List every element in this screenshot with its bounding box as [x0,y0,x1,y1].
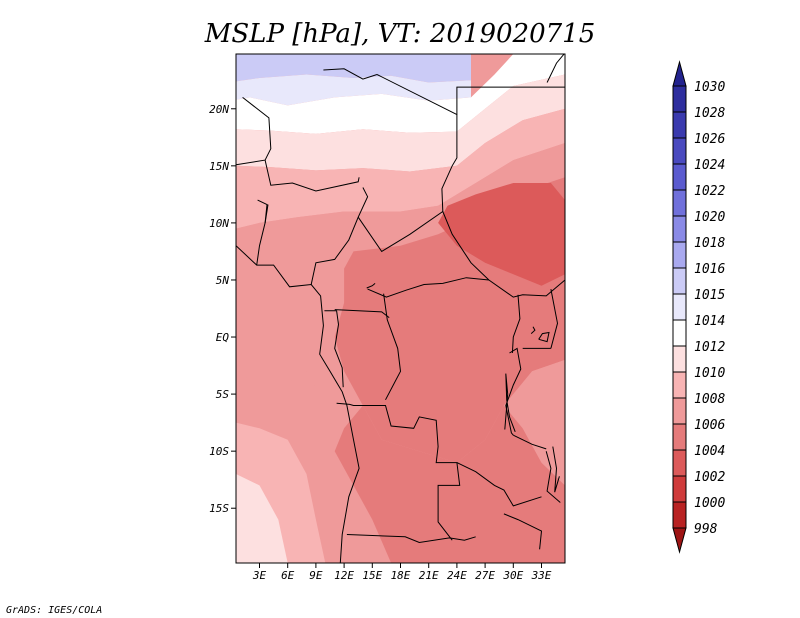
border-line-14 [336,402,461,541]
y-tick-label: 10S [209,445,229,458]
border-line-4 [264,204,269,223]
border-line-18 [511,294,521,354]
y-tick-label: 5N [216,274,230,287]
colorbar-swatch [672,449,687,477]
y-tick-label: 10N [209,217,229,230]
chart-title: MSLP [hPa], VT: 2019020715 [204,19,595,49]
border-line-20 [513,434,547,450]
colorbar-swatch [672,85,687,113]
border-line-22 [545,451,561,503]
colorbar-level-label: 1024 [694,158,725,173]
border-line-16 [505,347,522,436]
x-tick-label: 21E [419,569,439,582]
pressure-region-1012 [236,474,288,563]
pressure-region-1008 [236,143,565,286]
pressure-region-1006 [334,405,565,563]
colorbar-swatch [672,319,687,347]
colorbar-swatch [672,423,687,451]
border-line-27 [530,326,536,334]
pressure-region-1015 [236,74,471,106]
pressure-region-1004 [438,183,565,286]
pressure-region-1010 [236,108,565,229]
x-tick-label: 15E [362,569,382,582]
border-line-2 [264,159,360,192]
colorbar-level-label: 1014 [694,314,725,329]
x-tick-label: 27E [475,569,495,582]
colorbar-swatch [672,501,687,529]
x-axis-ticks: 3E 6E 9E 12E 15E 18E 21E 24E 27E 30E 33E [252,563,552,582]
colorbar-bottom-arrow [672,527,687,554]
colorbar-swatch [672,189,687,217]
colorbar-level-label: 1000 [694,496,725,511]
border-line-8 [456,86,565,115]
x-tick-label: 9E [309,569,323,582]
y-tick-label: 20N [209,103,229,116]
colorbar-level-label: 1022 [694,184,725,199]
x-tick-label: 18E [391,569,411,582]
border-line-10 [367,277,489,298]
pressure-region-1012 [236,74,565,172]
colorbar-level-label: 1026 [694,132,725,147]
pressure-region-1014 [236,54,565,134]
border-line-13 [324,310,344,388]
colorbar-level-label: 1028 [694,106,725,121]
colorbar-level-label: 1016 [694,262,725,277]
border-line-24 [504,373,516,432]
border-line-19 [550,289,559,349]
colorbar-level-label: 1008 [694,392,725,407]
colorbar-level-label: 1002 [694,470,725,485]
x-tick-label: 12E [334,569,354,582]
colorbar-level-label: 1018 [694,236,725,251]
border-line-26 [538,331,550,343]
colorbar-swatch [672,111,687,139]
x-tick-label: 24E [447,569,467,582]
grads-credit: GrADS: IGES/COLA [6,605,102,616]
colorbar-swatch [672,293,687,321]
colorbar-level-label: 998 [694,522,718,537]
border-line-25 [552,446,560,493]
border-line-15 [346,534,476,544]
colorbar-level-label: 1020 [694,210,725,225]
pressure-region-1008 [503,359,565,486]
colorbar-swatch [672,163,687,191]
border-line-7 [323,68,378,80]
y-axis-ticks: 20N 15N 10N 5N EQ 5S 10S 15S [209,103,236,515]
colorbar-level-label: 1006 [694,418,725,433]
y-tick-label: 15S [209,502,229,515]
x-tick-label: 6E [281,569,295,582]
border-line-5 [310,187,369,285]
colorbar-swatch [672,475,687,503]
x-tick-label: 33E [531,569,552,582]
y-tick-label: EQ [216,331,230,344]
colorbar-level-label: 1030 [694,80,725,95]
colorbar-level-label: 1012 [694,340,725,355]
colorbar-swatch [672,397,687,425]
colorbar-swatch [672,215,687,243]
colorbar-swatch [672,241,687,269]
y-tick-label: 5S [216,388,230,401]
y-tick-label: 15N [209,160,229,173]
border-line-29 [546,54,565,83]
border-line-9 [357,210,565,298]
colorbar-swatch [672,371,687,399]
country-borders [236,54,565,563]
border-line-23 [503,513,543,550]
border-line-12 [383,293,402,401]
colorbar-swatch [672,345,687,373]
border-line-0 [236,245,360,563]
colorbar-level-label: 1004 [694,444,725,459]
x-tick-label: 30E [502,569,523,582]
colorbar-level-label: 1010 [694,366,725,381]
border-line-21 [456,462,542,507]
border-line-6 [376,74,458,212]
colorbar-swatch [672,267,687,295]
border-line-28 [366,283,376,289]
colorbar: 1030 1028 1026 1024 1022 1020 1018 1016 1015 1014… [672,60,725,554]
colorbar-level-label: 1015 [694,288,725,303]
colorbar-swatch [672,137,687,165]
border-line-1 [236,97,272,166]
pressure-field [236,54,565,563]
x-tick-label: 3E [252,569,267,582]
